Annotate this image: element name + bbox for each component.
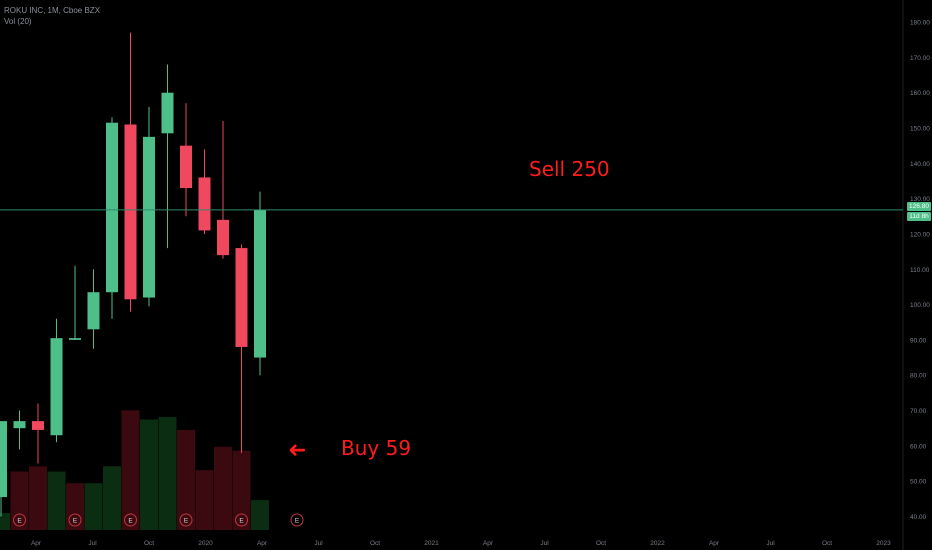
volume-bar <box>195 470 214 530</box>
earnings-label: E <box>17 518 22 525</box>
earnings-marker <box>124 513 137 527</box>
candle-body <box>32 421 44 430</box>
time-tick-label: Apr <box>31 540 42 547</box>
chart-legend: ROKU INC, 1M, Cboe BZX Vol (20) <box>4 5 100 27</box>
time-tick-label: Apr <box>257 540 268 547</box>
volume-bar <box>66 483 84 530</box>
candle-body <box>13 421 26 429</box>
volume-bar <box>158 416 177 530</box>
volume-bar <box>103 466 121 530</box>
price-tick-label: 60.00 <box>910 443 927 450</box>
candle-body <box>161 92 174 134</box>
time-tick-label: Oct <box>370 540 380 547</box>
time-tick-label: Apr <box>483 540 494 547</box>
earnings-marker <box>290 513 304 527</box>
price-tick-label: 70.00 <box>910 408 927 415</box>
bar-countdown-tag: 11d 8h <box>907 212 931 221</box>
time-tick-label: Oct <box>596 540 606 547</box>
time-tick-label: Oct <box>144 540 154 547</box>
candle-body <box>106 122 118 293</box>
volume-indicator-label[interactable]: Vol (20) <box>4 17 32 26</box>
axis-ticks: 40.00 50.00 60.00 70.00 80.00 90.00 100.00 110.… <box>31 20 930 547</box>
time-tick-label: Jul <box>766 540 775 547</box>
price-tick-label: 90.00 <box>910 337 927 344</box>
price-tick-label: 150.00 <box>910 126 930 133</box>
earnings-label: E <box>184 518 189 525</box>
earnings-marker <box>179 513 193 527</box>
symbol-title[interactable]: ROKU INC, 1M, Cboe BZX <box>4 6 101 15</box>
candle-body <box>198 177 211 231</box>
volume-bars <box>0 410 269 530</box>
price-tick-label: 100.00 <box>910 302 930 309</box>
volume-bar <box>47 471 66 530</box>
volume-bar <box>214 446 232 530</box>
candle-body <box>124 124 137 300</box>
earnings-label: E <box>128 518 133 525</box>
last-price-tag: 126.80 <box>907 202 931 211</box>
volume-bar <box>177 429 195 530</box>
earnings-label: E <box>239 518 244 525</box>
volume-bar <box>251 500 269 530</box>
price-tick-label: 170.00 <box>910 55 930 62</box>
volume-bar <box>121 410 140 530</box>
volume-bar <box>140 419 158 530</box>
candle-body <box>50 338 63 436</box>
price-tick-label: 50.00 <box>910 479 927 486</box>
time-tick-label: Oct <box>822 540 832 547</box>
volume-bar <box>0 513 10 530</box>
earnings-label: E <box>295 518 300 525</box>
candle-body <box>0 421 7 498</box>
earnings-marker <box>235 513 248 527</box>
sell-annotation[interactable]: Sell 250 <box>529 157 610 181</box>
time-tick-label: 2023 <box>876 540 891 547</box>
time-tick-label: Jul <box>314 540 323 547</box>
time-tick-label: 2022 <box>650 540 665 547</box>
earnings-label: E <box>73 518 78 525</box>
candle-body <box>254 209 266 358</box>
left-arrow-icon[interactable]: ➜ <box>288 438 307 463</box>
time-tick-label: Jul <box>540 540 549 547</box>
time-tick-label: 2020 <box>198 540 213 547</box>
price-tick-label: 110.00 <box>910 267 930 274</box>
price-tick-label: 40.00 <box>910 514 927 521</box>
volume-bar <box>84 483 103 530</box>
time-tick-label: Apr <box>709 540 720 547</box>
candle-body <box>69 338 81 340</box>
candles <box>0 32 266 517</box>
price-tick-label: 120.00 <box>910 231 930 238</box>
candle-body <box>143 136 155 298</box>
price-tick-label: 130.00 <box>910 196 930 203</box>
buy-annotation[interactable]: Buy 59 <box>341 436 412 460</box>
candle-body <box>217 219 229 256</box>
candle-body <box>235 248 248 347</box>
earnings-marker <box>68 513 82 527</box>
earnings-marker <box>13 513 26 527</box>
time-tick-label: 2021 <box>424 540 439 547</box>
candle-body <box>180 145 192 189</box>
price-tick-label: 80.00 <box>910 373 927 380</box>
time-tick-label: Jul <box>88 540 97 547</box>
price-tick-label: 160.00 <box>910 90 930 97</box>
price-tick-label: 140.00 <box>910 161 930 168</box>
price-tick-label: 180.00 <box>910 20 930 27</box>
volume-bar <box>232 450 251 530</box>
volume-bar <box>29 466 47 530</box>
candle-body <box>87 292 100 330</box>
